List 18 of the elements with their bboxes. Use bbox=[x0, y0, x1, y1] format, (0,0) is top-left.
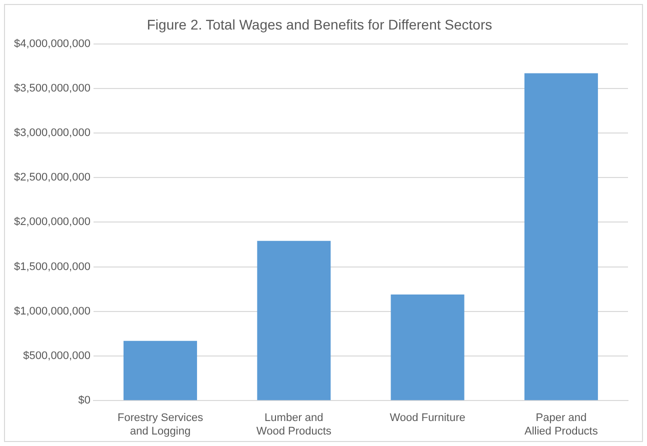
x-tick-label: Wood Furniture bbox=[390, 412, 466, 424]
bar bbox=[124, 340, 198, 400]
y-tick-label: $2,000,000,000 bbox=[14, 216, 90, 228]
y-tick-label: $1,000,000,000 bbox=[14, 305, 90, 318]
y-tick-label: $4,000,000,000 bbox=[14, 38, 90, 50]
x-tick-label: Lumber and Wood Products bbox=[256, 412, 332, 438]
x-tick-label: Paper and Allied Products bbox=[524, 412, 598, 438]
y-tick-label: $1,500,000,000 bbox=[14, 260, 90, 273]
bar bbox=[390, 294, 464, 400]
y-tick-label: $2,500,000,000 bbox=[14, 172, 90, 184]
y-tick-label: $3,500,000,000 bbox=[14, 82, 90, 94]
y-tick-label: $0 bbox=[78, 394, 90, 407]
y-tick-label: $500,000,000 bbox=[23, 350, 90, 362]
bar bbox=[257, 240, 331, 400]
x-tick-label: Forestry Services and Logging bbox=[117, 412, 204, 438]
bar bbox=[524, 73, 598, 400]
y-tick-label: $3,000,000,000 bbox=[14, 127, 90, 140]
chart-title: Figure 2. Total Wages and Benefits for Different Sectors bbox=[146, 16, 492, 32]
